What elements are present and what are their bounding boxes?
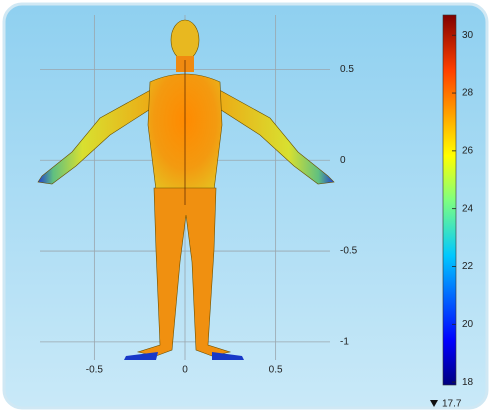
colorbar-tick-label: 18: [462, 377, 474, 388]
colorbar-tick-label: 24: [462, 203, 474, 214]
y-tick-label: -1: [340, 336, 349, 347]
colorbar-min-label: 17.7: [442, 399, 462, 410]
y-tick-label: 0: [340, 155, 346, 166]
screenshot: -0.5 0 0.5 0.5 0 -0.5 -1 18 20 22 24 26 28 30 17.7: [0, 0, 491, 412]
x-tick-label: 0.5: [269, 365, 283, 376]
colorbar-tick-label: 22: [462, 261, 474, 272]
viewport: [4, 4, 487, 408]
y-tick-label: 0.5: [340, 64, 354, 75]
x-tick-label: 0: [182, 365, 188, 376]
colorbar-tick-label: 20: [462, 319, 474, 330]
colorbar: [443, 15, 456, 385]
x-tick-label: -0.5: [86, 365, 104, 376]
colorbar-tick-label: 28: [462, 88, 474, 99]
colorbar-tick-label: 30: [462, 30, 474, 41]
colorbar-tick-label: 26: [462, 146, 474, 157]
y-tick-label: -0.5: [340, 246, 358, 257]
